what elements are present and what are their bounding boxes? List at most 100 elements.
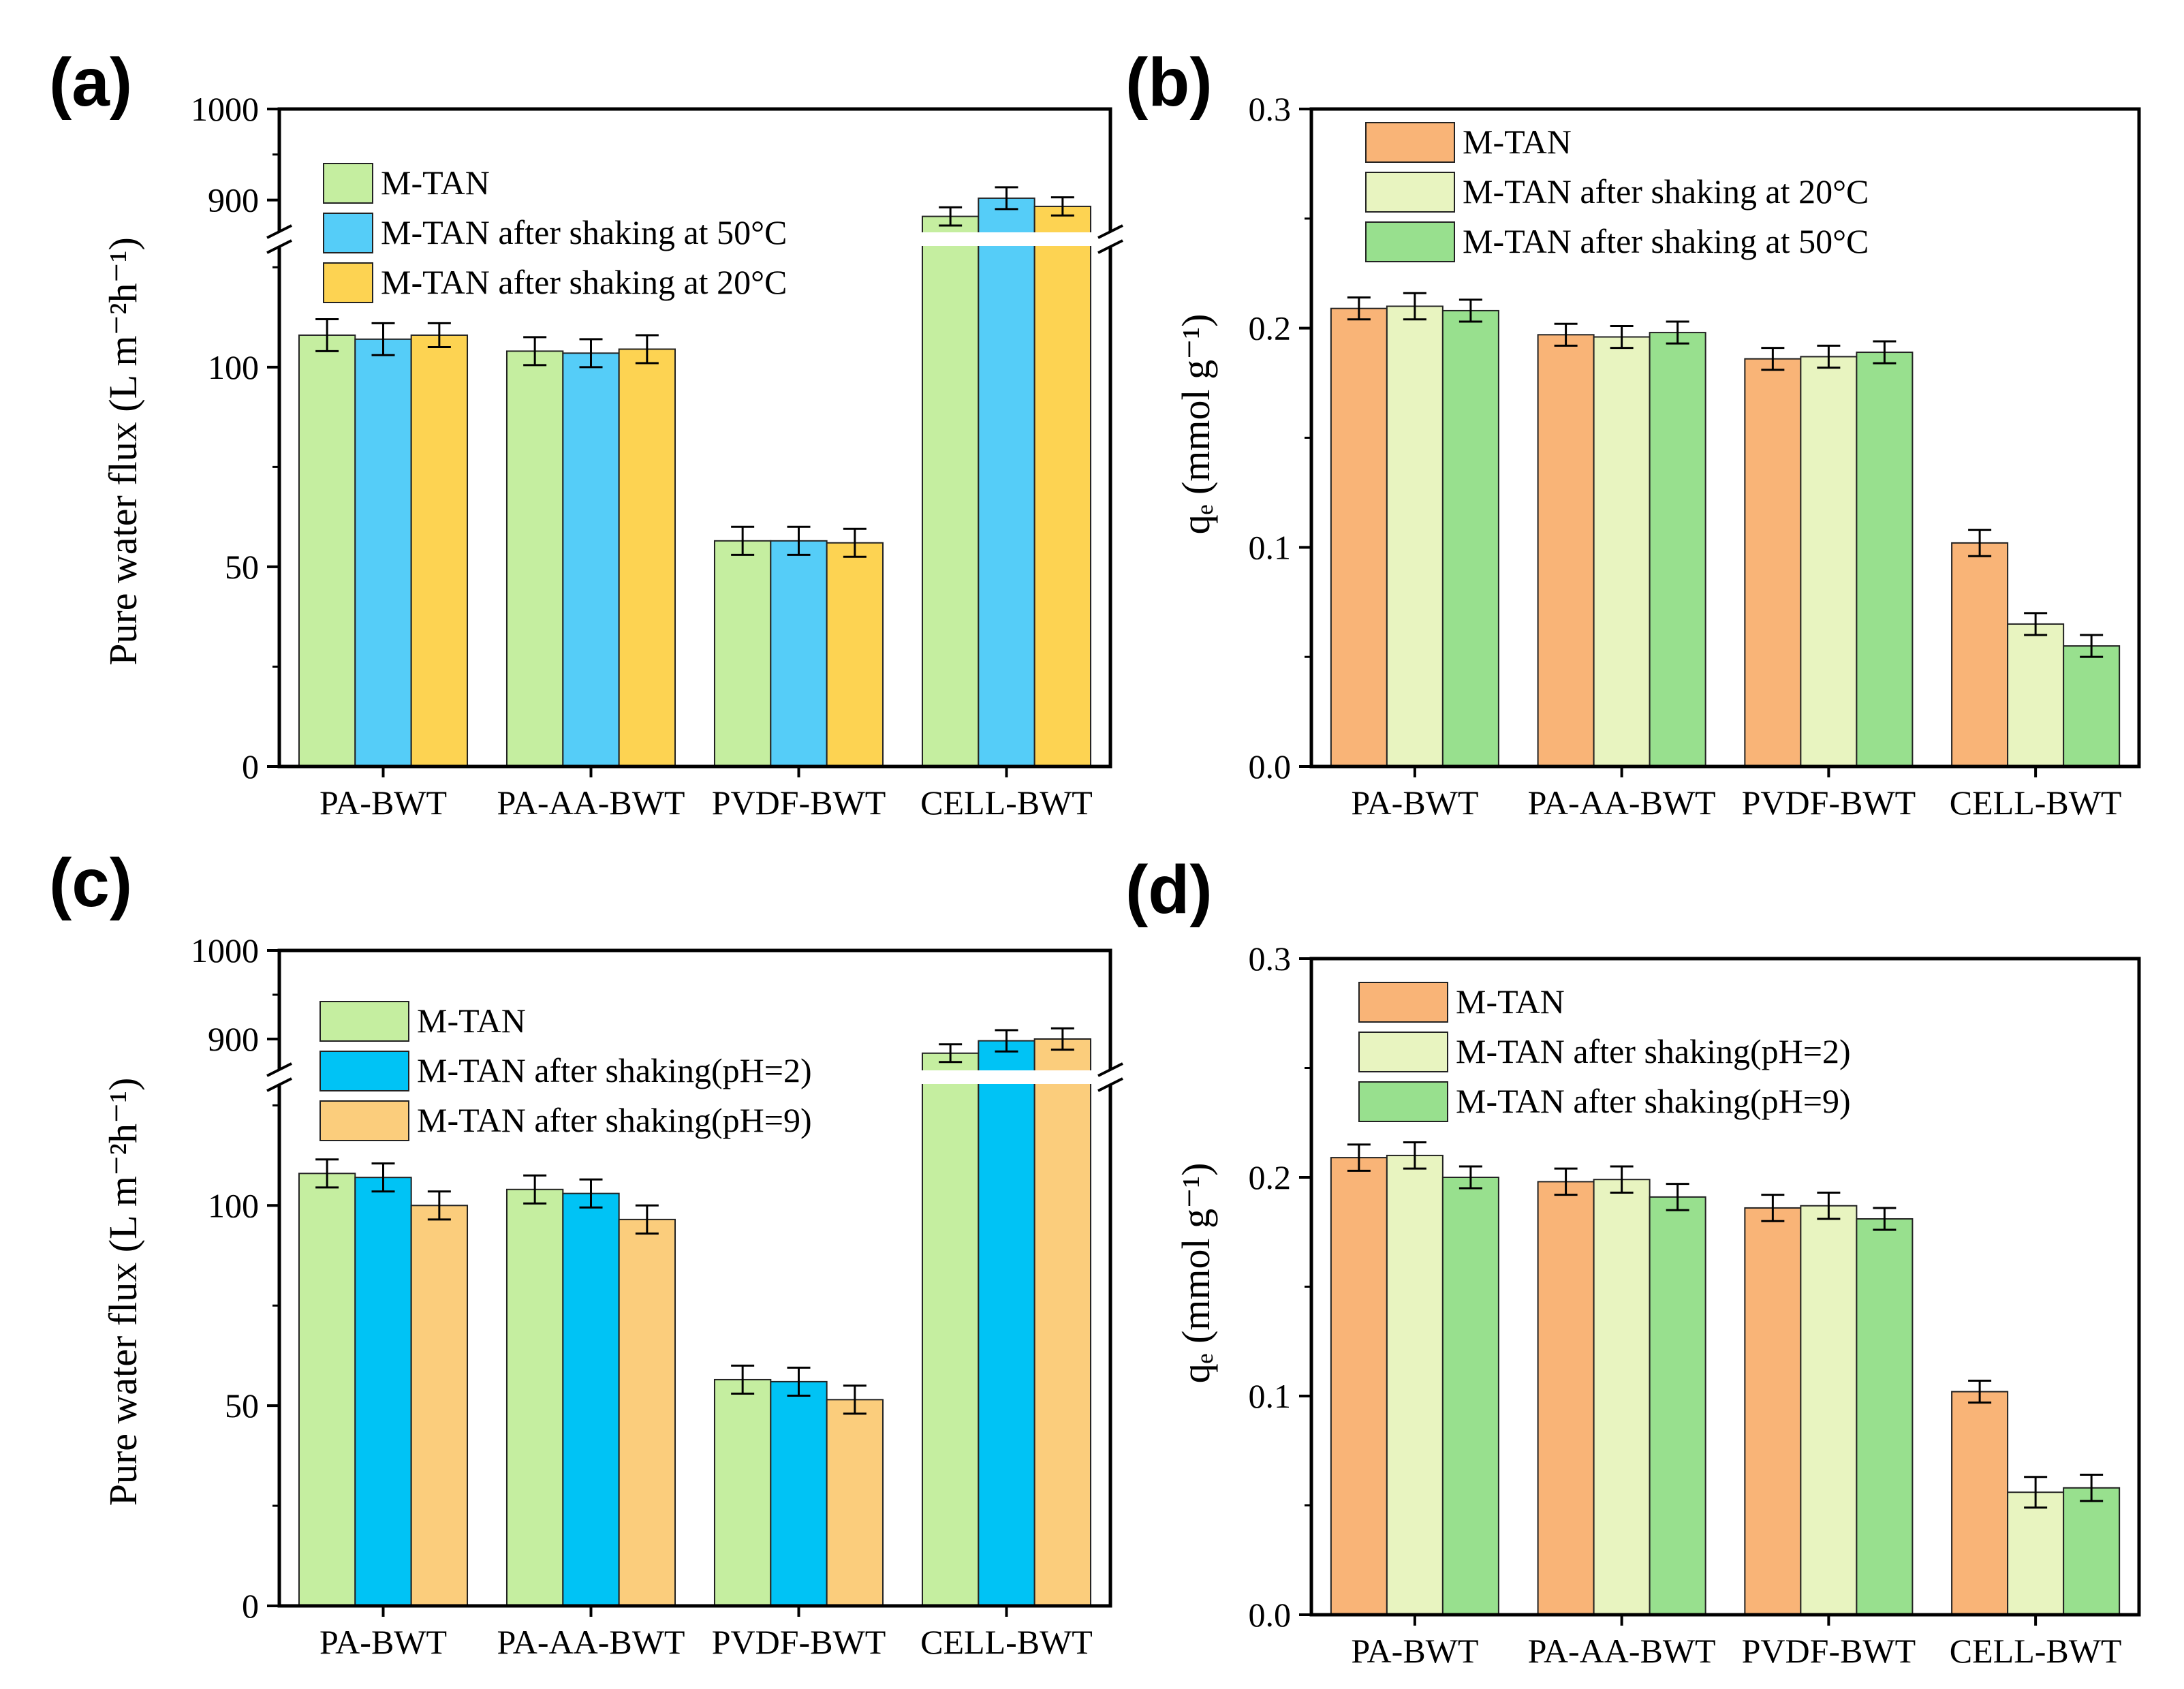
legend-swatch xyxy=(1365,221,1455,262)
panel-label: (d) xyxy=(1125,852,1213,928)
y-tick-label: 0.3 xyxy=(1249,90,1292,128)
panel-2: (b) 0.0 0.1 0.2 0.3 PA-BWT PA-AA-BWT PVDF-BWT CE… xyxy=(1125,44,2141,822)
bar xyxy=(1593,1179,1651,1615)
legend-label: M-TAN after shaking at 20°C xyxy=(381,263,787,301)
x-tick-label: PA-BWT xyxy=(1351,1632,1478,1670)
bar xyxy=(1386,305,1444,767)
bar xyxy=(921,1052,980,1607)
panel-1: (a) 0 50 100 900 1000 PA-BWT PA-AA-BWT PVDF-BWT C… xyxy=(49,44,1125,822)
bar xyxy=(1033,1038,1092,1607)
bar xyxy=(354,1177,412,1607)
panel-label: (b) xyxy=(1125,44,1213,121)
legend-swatch xyxy=(319,1051,409,1091)
y-axis-title: Pure water flux (L m⁻²h⁻¹) xyxy=(101,1078,145,1506)
legend-label: M-TAN xyxy=(1456,982,1565,1021)
x-tick-label: PVDF-BWT xyxy=(712,1623,886,1661)
bar xyxy=(1856,352,1914,767)
legend-label: M-TAN after shaking at 20°C xyxy=(1463,172,1869,211)
y-tick-label: 0.3 xyxy=(1249,940,1292,978)
bar xyxy=(2007,1491,2065,1615)
bar xyxy=(1951,542,2009,768)
x-tick-label: PA-BWT xyxy=(319,784,447,822)
x-tick-label: PA-AA-BWT xyxy=(1528,1632,1716,1670)
legend-swatch xyxy=(319,1001,409,1042)
y-tick-label: 50 xyxy=(225,1386,259,1425)
x-tick-label: PA-AA-BWT xyxy=(1528,784,1716,822)
legend-label: M-TAN after shaking at 50°C xyxy=(1463,222,1869,260)
bar xyxy=(298,1173,356,1607)
bar xyxy=(1537,1181,1595,1616)
legend-swatch xyxy=(319,1100,409,1141)
x-tick-label: PVDF-BWT xyxy=(712,784,886,822)
legend-label: M-TAN xyxy=(1463,123,1572,161)
bar xyxy=(978,1040,1035,1607)
legend-swatch xyxy=(1365,122,1455,163)
bar xyxy=(354,338,412,768)
left-break-mark xyxy=(266,1062,292,1077)
bar xyxy=(770,1380,828,1607)
legend-label: M-TAN after shaking(pH=9) xyxy=(417,1101,812,1139)
bar xyxy=(298,334,356,767)
panel-label: (a) xyxy=(49,44,132,121)
panel-3: (c) 0 50 100 900 1000 PA-BWT PA-AA-BWT PVDF-BWT C… xyxy=(49,845,1125,1661)
right-break-mark xyxy=(1097,1077,1123,1092)
bar xyxy=(562,352,620,767)
y-tick-label: 1000 xyxy=(191,90,259,128)
plot-frame xyxy=(277,948,1112,1608)
legend-swatch xyxy=(1358,1081,1448,1122)
legend-label: M-TAN after shaking(pH=2) xyxy=(1456,1032,1851,1070)
bar xyxy=(770,540,828,767)
legend-label: M-TAN after shaking at 50°C xyxy=(381,213,787,251)
panel-label: (c) xyxy=(49,845,132,921)
x-tick-label: PA-BWT xyxy=(1351,784,1478,822)
y-tick-label: 0 xyxy=(242,1587,259,1625)
bar xyxy=(1649,1196,1706,1615)
bar xyxy=(1033,205,1092,767)
bar xyxy=(713,1378,772,1607)
y-tick-label: 900 xyxy=(208,181,259,219)
y-tick-label: 0.0 xyxy=(1249,747,1292,786)
bar xyxy=(1441,1177,1499,1615)
axis-break-gap xyxy=(264,1070,1125,1084)
bar xyxy=(618,348,676,767)
bar xyxy=(1800,356,1858,767)
legend-swatch xyxy=(323,213,373,253)
bar xyxy=(1744,358,1802,767)
y-tick-label: 0.2 xyxy=(1249,1158,1292,1196)
bar xyxy=(1330,307,1388,767)
right-break-mark xyxy=(1097,224,1123,239)
bar xyxy=(921,215,980,768)
legend-label: M-TAN after shaking(pH=2) xyxy=(417,1051,812,1089)
plot-frame xyxy=(277,107,1112,769)
x-tick-label: CELL-BWT xyxy=(1950,1632,2122,1670)
bar xyxy=(505,1188,564,1607)
y-tick-label: 0.0 xyxy=(1249,1596,1292,1634)
x-tick-label: PA-AA-BWT xyxy=(497,1623,685,1661)
bar xyxy=(1951,1391,2009,1615)
bar xyxy=(826,542,884,767)
left-break-mark xyxy=(266,224,292,239)
legend-label: M-TAN xyxy=(381,164,490,202)
bar xyxy=(1649,332,1706,768)
bar xyxy=(505,350,564,767)
legend-swatch xyxy=(1358,982,1448,1023)
right-break-mark xyxy=(1097,1062,1123,1077)
x-tick-label: CELL-BWT xyxy=(920,784,1093,822)
bar xyxy=(618,1218,676,1607)
panel-4: (d) 0.0 0.1 0.2 0.3 PA-BWT PA-AA-BWT PVDF-BWT CE… xyxy=(1125,852,2141,1670)
y-tick-label: 900 xyxy=(208,1020,259,1058)
bar xyxy=(1537,334,1595,768)
y-axis-title: Pure water flux (L m⁻²h⁻¹) xyxy=(101,237,145,666)
bar xyxy=(1330,1157,1388,1615)
bar xyxy=(410,1205,469,1607)
y-tick-label: 100 xyxy=(208,1186,259,1224)
bar xyxy=(1386,1154,1444,1615)
y-axis-title: qₑ (mmol g⁻¹) xyxy=(1174,1163,1218,1384)
x-tick-label: PVDF-BWT xyxy=(1742,784,1916,822)
bar xyxy=(1593,336,1651,767)
legend-label: M-TAN after shaking(pH=9) xyxy=(1456,1082,1851,1120)
legend-swatch xyxy=(323,262,373,303)
x-tick-label: PVDF-BWT xyxy=(1742,1632,1916,1670)
bar xyxy=(562,1192,620,1607)
